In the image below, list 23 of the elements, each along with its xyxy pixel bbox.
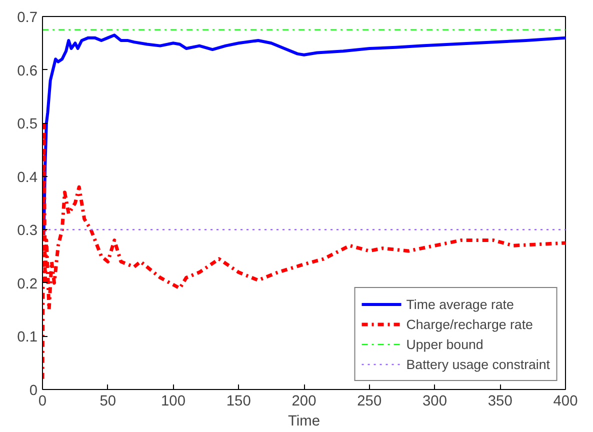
x-tick-label: 50 [100, 394, 116, 410]
line-series [42, 121, 566, 381]
y-tick-label: 0.7 [17, 10, 38, 26]
x-tick-label: 200 [292, 394, 316, 410]
x-tick-label: 300 [422, 394, 447, 410]
y-tick-label: 0 [29, 383, 38, 399]
y-tick-label: 0.5 [17, 116, 38, 133]
x-tick-label: 350 [488, 394, 512, 410]
y-tick-label: 0.4 [17, 170, 38, 186]
line-series [42, 34, 566, 236]
legend-label: Battery usage constraint [406, 356, 550, 372]
y-tick-label: 0.6 [17, 63, 38, 80]
legend-label: Time average rate [406, 296, 514, 312]
y-tick-label: 0.3 [17, 223, 38, 240]
x-tick-label: 250 [357, 394, 382, 410]
x-tick-label: 150 [226, 394, 251, 410]
x-axis-title: Time [288, 414, 320, 430]
y-tick-label: 0.2 [17, 276, 38, 292]
legend-label: Upper bound [406, 336, 484, 352]
x-tick-label: 100 [161, 394, 186, 410]
y-tick-label: 0.1 [17, 330, 38, 346]
legend-label: Charge/recharge rate [406, 316, 533, 332]
x-tick-label: 400 [553, 394, 578, 410]
